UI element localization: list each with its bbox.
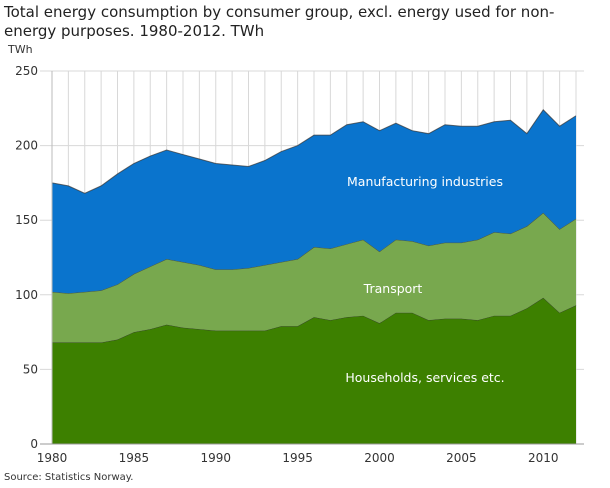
x-tick-label: 1980 (37, 451, 68, 465)
x-tick-label: 2005 (446, 451, 477, 465)
y-axis-label: TWh (8, 43, 33, 56)
area-transport (52, 212, 576, 343)
x-tick-label: 2000 (364, 451, 395, 465)
y-tick-label: 200 (15, 139, 38, 153)
x-tick-label: 2010 (528, 451, 559, 465)
series-label: Households, services etc. (345, 370, 504, 385)
x-tick-label: 1995 (282, 451, 313, 465)
chart-title: Total energy consumption by consumer gro… (4, 3, 555, 40)
area-manufacturing-industries (52, 109, 576, 294)
area-households-services-etc (52, 297, 576, 444)
y-tick-label: 250 (15, 64, 38, 78)
y-tick-label: 150 (15, 213, 38, 227)
source-note: Source: Statistics Norway. (4, 472, 134, 483)
x-tick-label: 1985 (119, 451, 150, 465)
y-tick-label: 50 (23, 362, 38, 376)
series-line (51, 109, 577, 194)
series-label: Manufacturing industries (347, 174, 503, 189)
x-tick-label: 1990 (200, 451, 231, 465)
y-tick-label: 0 (30, 437, 38, 451)
series-label: Transport (363, 281, 423, 296)
y-tick-label: 100 (15, 288, 38, 302)
